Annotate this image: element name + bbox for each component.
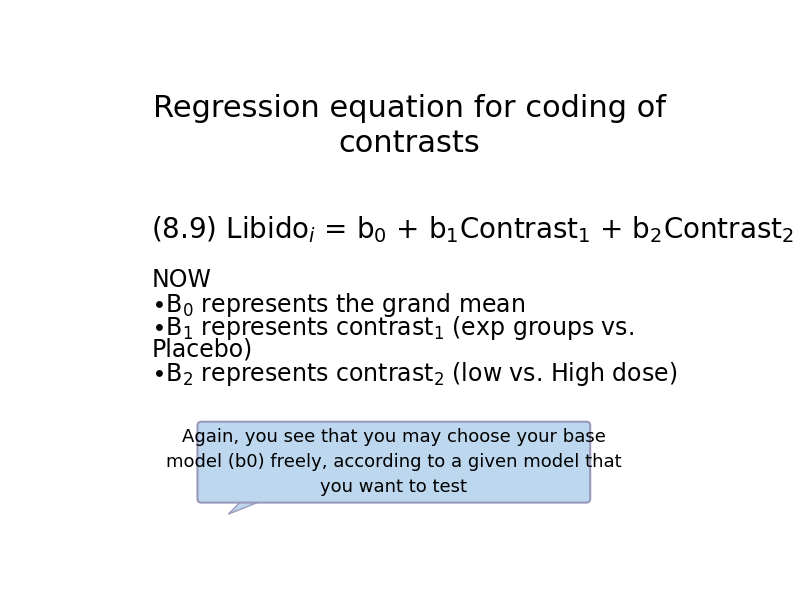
Text: Regression equation for coding of
contrasts: Regression equation for coding of contra… — [152, 95, 665, 158]
Text: $\bullet$B$_1$ represents contrast$_1$ (exp groups vs.: $\bullet$B$_1$ represents contrast$_1$ (… — [152, 314, 634, 342]
Text: Again, you see that you may choose your base
model (b0) freely, according to a g: Again, you see that you may choose your … — [166, 428, 622, 496]
Text: Placebo): Placebo) — [152, 337, 252, 361]
Text: $\bullet$B$_2$ represents contrast$_2$ (low vs. High dose): $\bullet$B$_2$ represents contrast$_2$ (… — [152, 360, 677, 388]
Text: (8.9) Libido$_i$ = b$_0$ + b$_1$Contrast$_1$ + b$_2$Contrast$_2$: (8.9) Libido$_i$ = b$_0$ + b$_1$Contrast… — [152, 214, 794, 245]
Text: $\bullet$B$_0$ represents the grand mean: $\bullet$B$_0$ represents the grand mean — [152, 291, 526, 319]
Polygon shape — [229, 499, 267, 514]
Text: NOW: NOW — [152, 268, 211, 292]
Polygon shape — [246, 496, 264, 499]
FancyBboxPatch shape — [198, 422, 590, 503]
